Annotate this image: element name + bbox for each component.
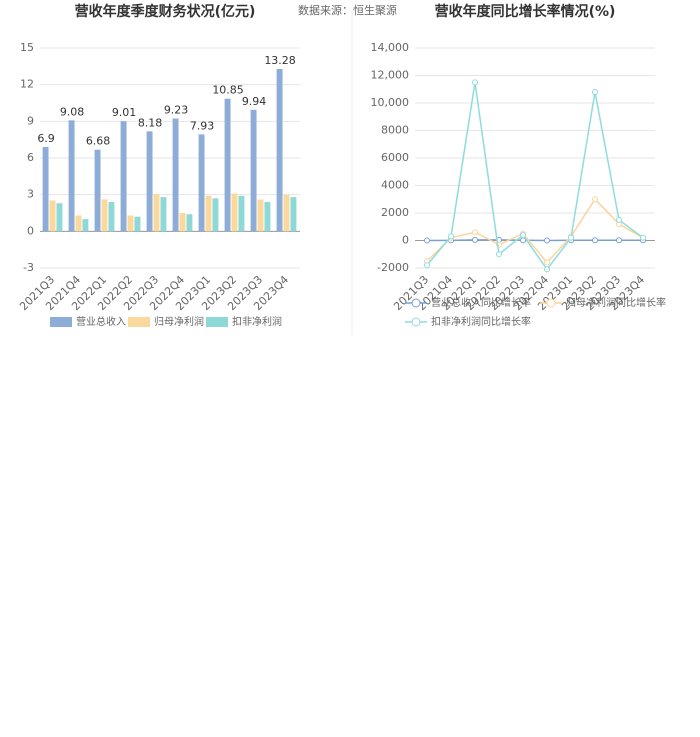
point [424, 237, 430, 244]
y-tick-label: 4000 [381, 179, 409, 192]
bar [94, 149, 101, 232]
legend-swatch [411, 317, 421, 327]
y-tick-label: 14,000 [371, 41, 410, 54]
point [424, 262, 430, 269]
bar [101, 199, 108, 232]
bar [153, 193, 160, 232]
point [616, 237, 622, 244]
bar [212, 198, 219, 232]
legend-label: 归母净利润同比增长率 [566, 296, 666, 309]
legend-swatch [206, 317, 228, 327]
bar [160, 197, 167, 232]
y-tick-label: 12,000 [371, 69, 410, 82]
bar [134, 216, 141, 232]
bar [68, 120, 75, 232]
chart-title: 营收年度季度财务状况(亿元) [75, 3, 256, 20]
bar [82, 219, 89, 232]
legend-swatch [546, 298, 556, 308]
source: 数据来源：恒生聚源 [298, 3, 397, 17]
value-label: 7.93 [190, 119, 215, 132]
y-tick-label: -3 [23, 261, 34, 274]
point [496, 251, 502, 258]
bar [108, 202, 115, 232]
y-tick-label: 10,000 [371, 96, 410, 109]
value-label: 10.85 [212, 84, 244, 97]
line [426, 198, 644, 264]
point [472, 236, 478, 243]
y-tick-label: 6000 [381, 151, 409, 164]
bar [146, 131, 153, 232]
value-label: 13.28 [264, 54, 296, 67]
y-tick-label: 9 [27, 114, 34, 127]
legend-swatch [411, 298, 421, 308]
legend-label: 营业总收入同比增长率 [431, 296, 531, 309]
bar [224, 98, 231, 232]
point [592, 237, 598, 244]
value-label: 9.94 [242, 95, 267, 108]
bar [186, 214, 193, 232]
line [426, 82, 644, 271]
value-label: 9.23 [164, 104, 189, 117]
y-tick-label: 0 [402, 234, 409, 247]
value-label: 6.68 [86, 135, 111, 148]
bar [49, 200, 56, 232]
bar [172, 118, 179, 232]
chart-title: 营收年度同比增长率情况(%) [435, 3, 616, 20]
point [520, 232, 526, 238]
point [472, 79, 478, 86]
y-tick-label: 15 [20, 41, 34, 54]
bar [238, 195, 245, 232]
y-tick-label: 2000 [381, 206, 409, 219]
value-label: 8.18 [138, 116, 163, 129]
bar [276, 69, 283, 232]
bar [75, 215, 82, 232]
point [592, 89, 598, 95]
value-label: 9.01 [112, 106, 137, 119]
legend-label: 扣非净利润 [232, 315, 282, 328]
y-tick-label: 0 [27, 224, 34, 237]
point [616, 216, 622, 223]
bar [179, 213, 186, 232]
legend-label: 营业总收入 [76, 315, 126, 328]
value-label: 9.08 [60, 105, 85, 118]
point [472, 229, 478, 236]
value-label: 6.9 [37, 132, 55, 145]
legend-label: 扣非净利润同比增长率 [431, 315, 531, 328]
bar [120, 121, 127, 232]
y-tick-label: 12 [20, 78, 34, 91]
point [448, 233, 454, 240]
bar [56, 203, 63, 232]
bar [198, 134, 205, 232]
bar [257, 199, 264, 232]
bar [231, 193, 238, 232]
bar [42, 147, 49, 232]
bar [290, 197, 297, 232]
point [640, 234, 646, 241]
y-tick-label: 8000 [381, 124, 409, 137]
legend-swatch [128, 317, 150, 327]
bar [283, 194, 290, 232]
y-tick-label: -2000 [377, 261, 409, 274]
point [544, 237, 550, 244]
legend-label: 归母净利润 [154, 315, 204, 328]
point [544, 266, 550, 273]
point [544, 259, 550, 266]
y-tick-label: 3 [27, 188, 34, 201]
bar [264, 202, 271, 232]
bar [250, 109, 257, 232]
legend-swatch [50, 317, 72, 327]
line [426, 239, 644, 242]
y-tick-label: 6 [27, 151, 34, 164]
point [568, 234, 574, 241]
bar [205, 195, 212, 232]
bar [127, 215, 134, 232]
point [592, 196, 598, 203]
